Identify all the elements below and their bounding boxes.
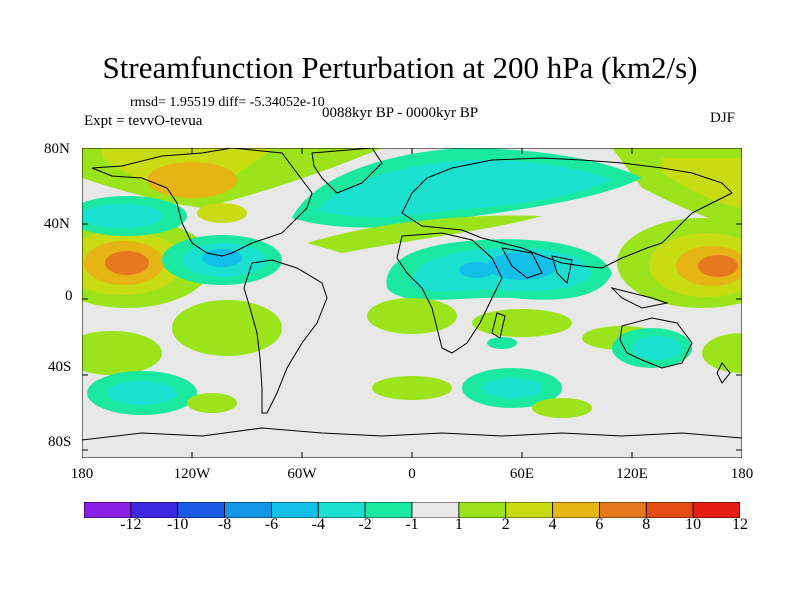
experiment-label: Expt = tevvO-tevua xyxy=(84,113,203,129)
colorbar-label: -6 xyxy=(264,516,279,533)
chart-title: Streamfunction Perturbation at 200 hPa (… xyxy=(102,50,698,85)
lon-label-60e: 60E xyxy=(509,466,535,482)
lon-label-180e: 180 xyxy=(730,466,754,482)
colorbar-label: -10 xyxy=(167,516,189,533)
lat-label-80n: 80N xyxy=(44,141,70,157)
colorbar-label: 2 xyxy=(501,516,510,533)
colorbar-label: 6 xyxy=(595,516,604,533)
lat-label-eq: 0 xyxy=(65,288,73,304)
contour-fill-layer xyxy=(82,148,742,418)
lon-label-180w: 180 xyxy=(70,466,94,482)
lon-label-0: 0 xyxy=(408,466,416,482)
lon-label-120w: 120W xyxy=(173,466,211,482)
colorbar-label: -1 xyxy=(405,516,419,533)
lon-label-120e: 120E xyxy=(616,466,648,482)
colorbar-label: 8 xyxy=(642,516,651,533)
colorbar-label: 10 xyxy=(685,516,702,533)
colorbar-label: -4 xyxy=(311,516,325,533)
colorbar-label: 1 xyxy=(454,516,463,533)
lat-label-40s: 40S xyxy=(48,359,72,375)
lat-label-80s: 80S xyxy=(48,434,72,450)
axis-ticks xyxy=(82,148,742,458)
season-label: DJF xyxy=(710,110,736,126)
stats-label: rmsd= 1.95519 diff= -5.34052e-10 xyxy=(130,95,325,110)
colorbar-label: 12 xyxy=(732,516,748,533)
colorbar xyxy=(84,502,740,518)
colorbar-label: -8 xyxy=(217,516,232,533)
streamfunction-map xyxy=(82,148,742,458)
lon-label-60w: 60W xyxy=(287,466,317,482)
period-label: 0088kyr BP - 0000kyr BP xyxy=(322,105,479,121)
colorbar-swatch xyxy=(692,502,740,518)
colorbar-label: 4 xyxy=(548,516,557,533)
colorbar-label: -2 xyxy=(358,516,372,533)
coastlines xyxy=(82,148,742,441)
colorbar-label: -12 xyxy=(120,516,142,533)
lat-label-40n: 40N xyxy=(44,216,70,232)
